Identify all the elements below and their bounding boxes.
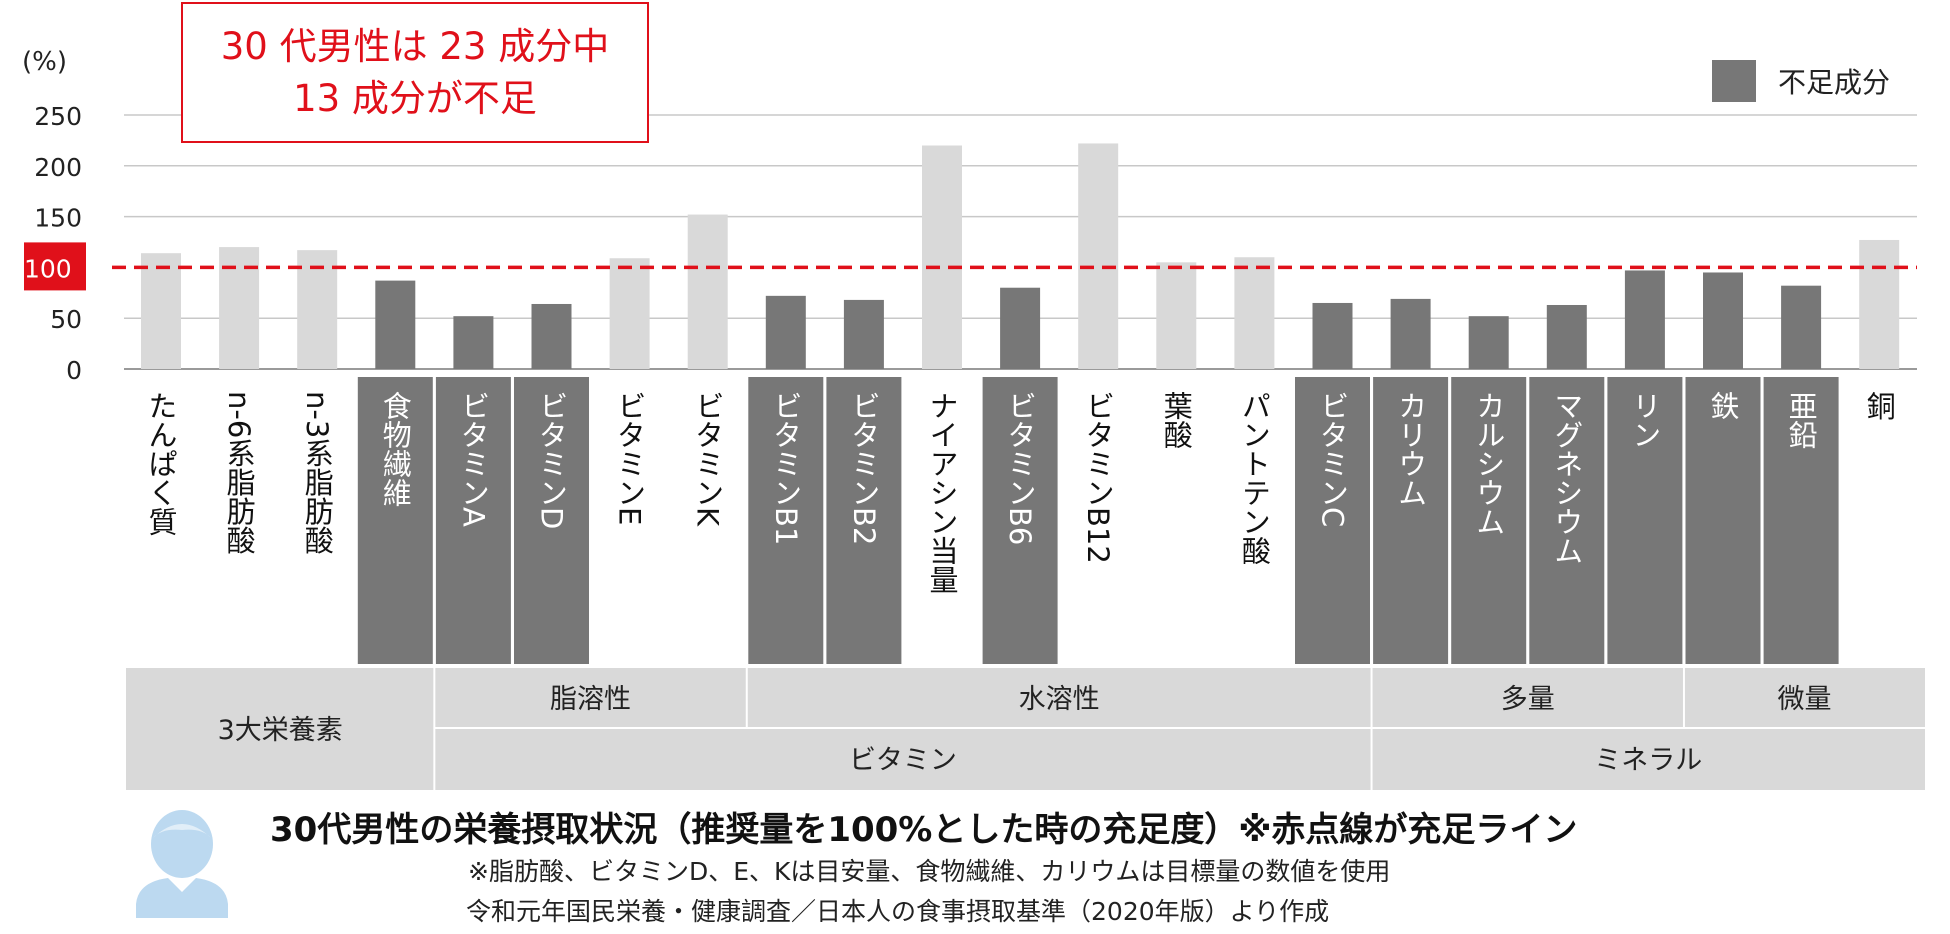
bar [453,316,494,369]
y-tick-label: 150 [34,204,82,233]
bar [1781,285,1822,369]
category-label: ナイアシン当量 [925,391,959,594]
callout-line-1: 30 代男性は 23 成分中 [220,24,610,68]
group-label: 多量 [1501,684,1555,715]
bar [1234,257,1275,369]
deficiency-callout: 30 代男性は 23 成分中 13 成分が不足 [181,2,649,143]
bar [297,250,338,369]
y-axis-unit: (%) [22,47,67,77]
category-cell-deficient [1685,377,1761,664]
bar [922,145,962,369]
person-icon [132,808,232,922]
bar [765,295,806,369]
category-cell-deficient [1295,377,1370,664]
category-label: 葉酸 [1159,391,1193,449]
category-label: カルシウム [1472,391,1506,536]
category-cell-deficient [1607,377,1683,664]
bar [1390,298,1431,369]
y-tick-label: 250 [34,102,82,131]
bar [609,258,650,369]
category-cell-deficient [748,377,824,664]
category-cell-deficient [1451,377,1527,664]
category-label: ビタミンB1 [769,391,803,545]
category-cell-deficient [1529,377,1605,664]
category-label: ビタミンD [535,391,569,529]
group-label-macro: 3大栄養素 [218,715,343,746]
category-label: ビタミンB12 [1081,391,1115,564]
y-tick-label: 200 [34,153,82,182]
bar [1468,316,1509,369]
category-cell-deficient [1373,377,1449,664]
category-cell-deficient [514,377,589,664]
category-label: ビタミンK [691,391,725,527]
category-label: 銅 [1862,391,1896,420]
y-tick-label: 50 [50,305,82,334]
category-label: 亜鉛 [1784,391,1818,449]
category-label: ビタミンA [456,391,490,527]
category-label: ビタミンB6 [1003,391,1037,545]
category-cell-deficient [1763,377,1839,664]
group-label: ミネラル [1594,745,1702,776]
caption-note-2: 令和元年国民栄養・健康調査／日本人の食事摂取基準（2020年版）より作成 [466,897,1330,926]
group-label: 水溶性 [1019,684,1100,715]
category-cell-deficient [435,377,511,664]
category-label: カリウム [1394,391,1428,507]
bar [141,253,181,369]
category-cell-deficient [982,377,1058,664]
legend-swatch-deficient [1712,60,1756,102]
category-label: ビタミンC [1316,391,1350,527]
category-cell-deficient [357,377,433,664]
group-label: ビタミン [849,745,957,776]
bar [1859,239,1900,369]
bar [1546,304,1587,369]
highlight-tick-bg [24,242,86,291]
bar [1000,287,1041,369]
caption-note-1: ※脂肪酸、ビタミンD、E、Kは目安量、食物繊維、カリウムは目標量の数値を使用 [468,857,1391,886]
bar [375,280,416,369]
bar [1312,302,1353,369]
category-label: たんぱく質 [144,391,178,536]
bar [1078,143,1119,369]
category-label: ビタミンE [613,391,647,525]
caption-title: 30代男性の栄養摂取状況（推奨量を100%とした時の充足度）※赤点線が充足ライン [270,810,1578,850]
category-label: 食物繊維 [378,391,412,507]
legend-label: 不足成分 [1778,66,1891,99]
callout-line-2: 13 成分が不足 [293,76,537,120]
bar [1703,272,1743,369]
category-label: 鉄 [1706,391,1740,420]
bar [531,303,572,369]
y-tick-label: 100 [24,254,72,283]
group-label: 微量 [1777,684,1831,715]
category-label: n-6系脂肪酸 [222,391,256,554]
category-label: ビタミンB2 [847,391,881,545]
group-label: 脂溶性 [550,684,631,715]
category-cell-deficient [826,377,902,664]
category-label: リン [1628,391,1662,449]
y-tick-label: 0 [66,356,82,385]
bar [843,299,884,369]
bar [687,214,728,369]
bar [1624,270,1665,369]
bar [1156,262,1197,369]
bar [219,247,260,369]
legend: 不足成分 [1712,60,1890,102]
category-label: パントテン酸 [1237,391,1271,565]
category-label: n-3系脂肪酸 [300,391,334,554]
category-label: マグネシウム [1550,391,1584,565]
